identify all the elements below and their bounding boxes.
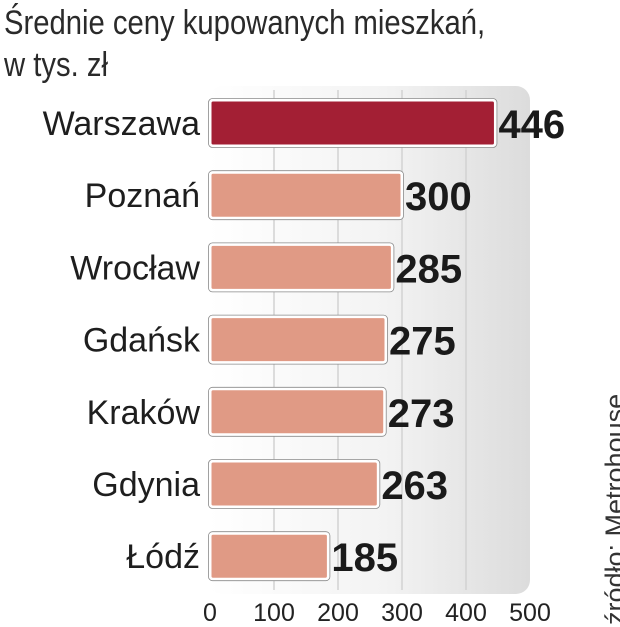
category-label: Kraków — [87, 394, 201, 432]
bar — [208, 387, 387, 437]
bar-outline — [208, 98, 498, 148]
bar — [208, 459, 380, 509]
value-label: 285 — [395, 247, 462, 291]
bar-outline — [208, 531, 331, 582]
chart-title: Średnie ceny kupowanych mieszkań, w tys.… — [4, 2, 485, 86]
value-label: 185 — [331, 536, 398, 580]
bar — [208, 242, 394, 292]
title-line: Średnie ceny kupowanych mieszkań, — [4, 4, 486, 42]
bar-outline — [208, 242, 395, 293]
value-label: 273 — [388, 392, 455, 436]
bar — [208, 315, 388, 365]
value-label: 275 — [389, 320, 456, 364]
category-label: Gdynia — [92, 466, 200, 504]
value-label: 446 — [498, 103, 565, 147]
x-tick-label: 400 — [445, 599, 487, 627]
bar — [208, 98, 497, 148]
bar — [208, 170, 404, 220]
x-tick-label: 200 — [317, 599, 359, 627]
category-label: Poznań — [85, 177, 200, 215]
category-label: Warszawa — [43, 105, 201, 143]
x-tick-label: 500 — [509, 599, 551, 627]
category-label: Łódź — [126, 538, 200, 576]
bar-outline — [208, 314, 388, 365]
value-label: 300 — [405, 175, 472, 219]
source-note: źródło: Metrohouse — [600, 393, 620, 625]
x-tick-label: 300 — [381, 599, 423, 627]
x-tick-label: 100 — [253, 599, 295, 627]
bar-outline — [208, 386, 387, 437]
x-tick-label: 0 — [203, 599, 217, 627]
value-label: 263 — [381, 464, 448, 508]
bar-outline — [208, 170, 404, 221]
subtitle-line: w tys. zł — [4, 46, 108, 84]
category-label: Gdańsk — [83, 322, 201, 360]
category-label: Wrocław — [70, 249, 200, 287]
bar-outline — [208, 459, 381, 509]
bar — [208, 531, 330, 581]
